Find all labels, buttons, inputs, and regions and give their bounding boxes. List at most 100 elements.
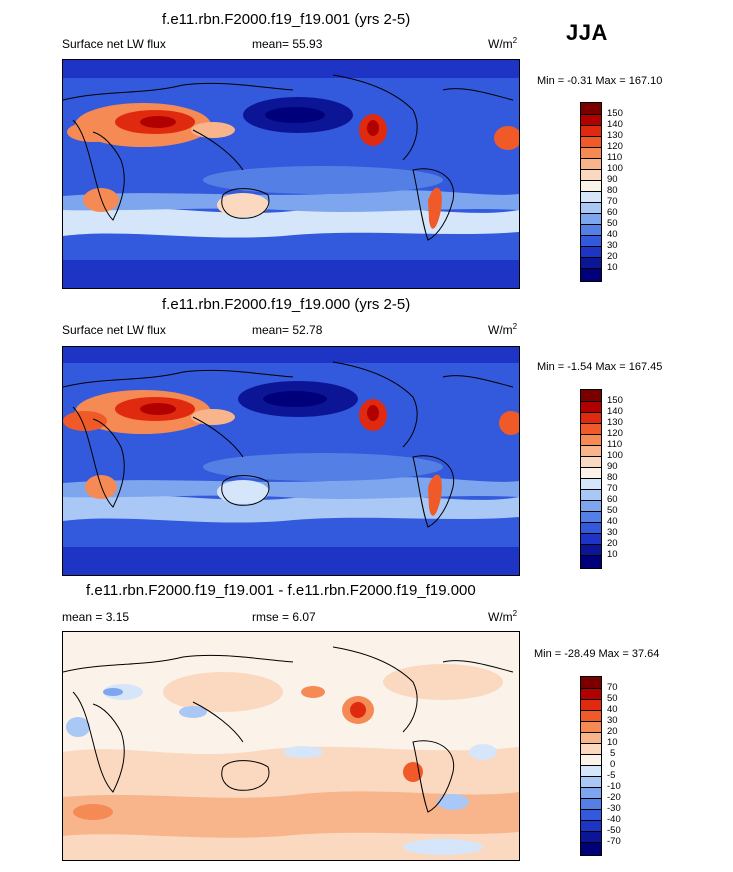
panel-2-mean: mean= 52.78: [252, 323, 323, 337]
colorbar-swatch: [581, 181, 601, 192]
panel-3-colorbar: [580, 676, 602, 856]
colorbar-swatch: [581, 799, 601, 810]
colorbar-swatch: [581, 534, 601, 545]
cbar1-tick: 60: [607, 207, 618, 218]
colorbar-swatch: [581, 788, 601, 799]
cbar2-tick: 150: [607, 395, 623, 406]
panel-1-mean: mean= 55.93: [252, 37, 323, 51]
colorbar-swatch: [581, 700, 601, 711]
colorbar-swatch: [581, 424, 601, 435]
panel-2-title: f.e11.rbn.F2000.f19_f19.000 (yrs 2-5): [162, 296, 411, 313]
cbar3-tick: -50: [607, 825, 621, 836]
cbar3-tick: -20: [607, 792, 621, 803]
panel-3-rmse: rmse = 6.07: [252, 610, 316, 624]
colorbar-swatch: [581, 402, 601, 413]
panel-1-title: f.e11.rbn.F2000.f19_f19.001 (yrs 2-5): [162, 11, 411, 28]
colorbar-swatch: [581, 832, 601, 843]
panel-3-units: W/m2: [488, 609, 518, 624]
colorbar-swatch: [581, 148, 601, 159]
colorbar-swatch: [581, 711, 601, 722]
panel-2-variable: Surface net LW flux: [62, 323, 166, 337]
colorbar-swatch: [581, 755, 601, 766]
colorbar-swatch: [581, 413, 601, 424]
colorbar-swatch: [581, 435, 601, 446]
colorbar-swatch: [581, 766, 601, 777]
panel-2-map: [62, 346, 520, 576]
cbar3-tick: -5: [607, 770, 616, 781]
cbar3-tick: 20: [607, 726, 618, 737]
panel-1-units: W/m2: [488, 36, 518, 51]
colorbar-swatch: [581, 512, 601, 523]
cbar3-tick: 0: [610, 759, 616, 770]
panel-2-minmax: Min = -1.54 Max = 167.45: [537, 361, 663, 373]
cbar2-tick: 100: [607, 450, 623, 461]
cbar2-tick: 60: [607, 494, 618, 505]
cbar2-tick: 30: [607, 527, 618, 538]
colorbar-swatch: [581, 479, 601, 490]
colorbar-swatch: [581, 689, 601, 700]
cbar1-tick: 120: [607, 141, 623, 152]
cbar2-tick: 50: [607, 505, 618, 516]
colorbar-swatch: [581, 490, 601, 501]
cbar2-tick: 90: [607, 461, 618, 472]
colorbar-swatch: [581, 446, 601, 457]
cbar1-tick: 140: [607, 119, 623, 130]
cbar1-tick: 90: [607, 174, 618, 185]
colorbar-swatch: [581, 225, 601, 236]
colorbar-swatch: [581, 236, 601, 247]
cbar1-tick: 20: [607, 251, 618, 262]
panel-2-colorbar: [580, 389, 602, 569]
colorbar-swatch: [581, 523, 601, 534]
cbar2-tick: 110: [607, 439, 623, 450]
panel-2-units: W/m2: [488, 322, 518, 337]
panel-3-minmax: Min = -28.49 Max = 37.64: [534, 648, 660, 660]
colorbar-swatch: [581, 556, 601, 568]
colorbar-swatch: [581, 159, 601, 170]
panel-1-minmax: Min = -0.31 Max = 167.10: [537, 75, 663, 87]
colorbar-swatch: [581, 545, 601, 556]
cbar2-tick: 130: [607, 417, 623, 428]
cbar3-tick: 70: [607, 682, 618, 693]
cbar3-tick: -10: [607, 781, 621, 792]
cbar3-tick: 40: [607, 704, 618, 715]
colorbar-swatch: [581, 192, 601, 203]
cbar1-tick: 10: [607, 262, 618, 273]
cbar3-tick: 30: [607, 715, 618, 726]
cbar3-tick: 10: [607, 737, 618, 748]
colorbar-swatch: [581, 390, 601, 402]
panel-3-mean: mean = 3.15: [62, 610, 130, 624]
colorbar-swatch: [581, 137, 601, 148]
colorbar-swatch: [581, 722, 601, 733]
cbar1-tick: 130: [607, 130, 623, 141]
cbar1-tick: 40: [607, 229, 618, 240]
panel-1-colorbar: [580, 102, 602, 282]
colorbar-swatch: [581, 269, 601, 281]
panel-1-variable: Surface net LW flux: [62, 37, 166, 51]
colorbar-swatch: [581, 258, 601, 269]
colorbar-swatch: [581, 468, 601, 479]
cbar3-tick: 50: [607, 693, 618, 704]
colorbar-swatch: [581, 501, 601, 512]
colorbar-swatch: [581, 247, 601, 258]
cbar1-tick: 70: [607, 196, 618, 207]
cbar1-tick: 30: [607, 240, 618, 251]
colorbar-swatch: [581, 777, 601, 788]
cbar2-tick: 20: [607, 538, 618, 549]
cbar3-tick: -40: [607, 814, 621, 825]
cbar1-tick: 150: [607, 108, 623, 119]
cbar3-tick: 5: [610, 748, 616, 759]
cbar1-tick: 110: [607, 152, 623, 163]
cbar1-tick: 50: [607, 218, 618, 229]
cbar3-tick: -70: [607, 836, 621, 847]
panel-1-map: [62, 59, 520, 289]
colorbar-swatch: [581, 733, 601, 744]
cbar2-tick: 120: [607, 428, 623, 439]
colorbar-swatch: [581, 103, 601, 115]
colorbar-swatch: [581, 170, 601, 181]
colorbar-swatch: [581, 457, 601, 468]
panel-3-title: f.e11.rbn.F2000.f19_f19.001 - f.e11.rbn.…: [86, 582, 476, 599]
colorbar-swatch: [581, 677, 601, 689]
colorbar-swatch: [581, 115, 601, 126]
cbar3-tick: -30: [607, 803, 621, 814]
cbar1-tick: 100: [607, 163, 623, 174]
